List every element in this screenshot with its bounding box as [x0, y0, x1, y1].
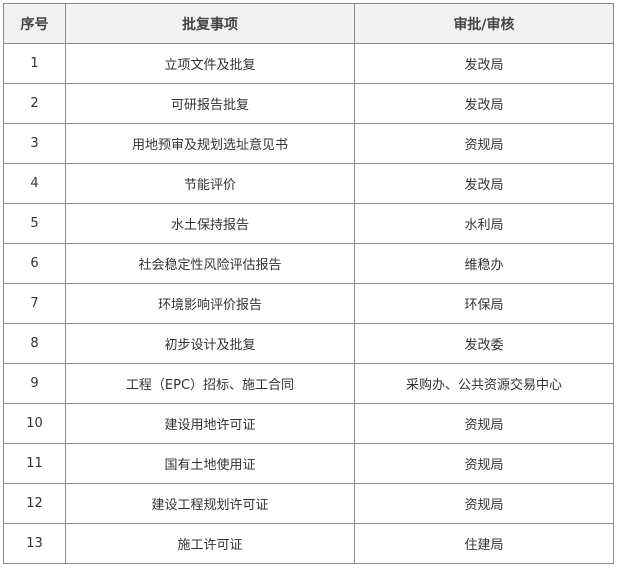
row-authority: 水利局 — [354, 203, 614, 244]
row-authority: 资规局 — [354, 443, 614, 484]
row-item: 建设用地许可证 — [65, 403, 355, 444]
row-index: 12 — [3, 483, 66, 524]
row-item: 节能评价 — [65, 163, 355, 204]
row-item: 水土保持报告 — [65, 203, 355, 244]
row-index: 1 — [3, 43, 66, 84]
row-item: 社会稳定性风险评估报告 — [65, 243, 355, 284]
table-row: 10 建设用地许可证 资规局 — [3, 403, 614, 444]
row-item: 施工许可证 — [65, 523, 355, 564]
row-authority: 资规局 — [354, 403, 614, 444]
table-row: 13 施工许可证 住建局 — [3, 523, 614, 564]
row-authority: 发改局 — [354, 43, 614, 84]
row-index: 10 — [3, 403, 66, 444]
row-authority: 资规局 — [354, 483, 614, 524]
table-row: 7 环境影响评价报告 环保局 — [3, 283, 614, 324]
table-row: 8 初步设计及批复 发改委 — [3, 323, 614, 364]
row-index: 5 — [3, 203, 66, 244]
table-row: 1 立项文件及批复 发改局 — [3, 43, 614, 84]
row-authority: 采购办、公共资源交易中心 — [354, 363, 614, 404]
header-authority: 审批/审核 — [354, 3, 614, 44]
row-item: 工程（EPC）招标、施工合同 — [65, 363, 355, 404]
table-row: 3 用地预审及规划选址意见书 资规局 — [3, 123, 614, 164]
approval-table: 序号 批复事项 审批/审核 1 立项文件及批复 发改局 2 可研报告批复 发改局 3 用地预审… — [3, 3, 614, 564]
row-index: 7 — [3, 283, 66, 324]
row-item: 初步设计及批复 — [65, 323, 355, 364]
row-index: 8 — [3, 323, 66, 364]
row-authority: 发改局 — [354, 163, 614, 204]
row-item: 用地预审及规划选址意见书 — [65, 123, 355, 164]
row-item: 建设工程规划许可证 — [65, 483, 355, 524]
row-item: 立项文件及批复 — [65, 43, 355, 84]
table-row: 9 工程（EPC）招标、施工合同 采购办、公共资源交易中心 — [3, 363, 614, 404]
row-authority: 资规局 — [354, 123, 614, 164]
row-authority: 住建局 — [354, 523, 614, 564]
table-row: 4 节能评价 发改局 — [3, 163, 614, 204]
table-row: 11 国有土地使用证 资规局 — [3, 443, 614, 484]
row-authority: 发改委 — [354, 323, 614, 364]
header-index: 序号 — [3, 3, 66, 44]
row-authority: 环保局 — [354, 283, 614, 324]
table-row: 2 可研报告批复 发改局 — [3, 83, 614, 124]
row-item: 可研报告批复 — [65, 83, 355, 124]
row-index: 13 — [3, 523, 66, 564]
row-index: 11 — [3, 443, 66, 484]
table-header-row: 序号 批复事项 审批/审核 — [3, 3, 614, 44]
row-item: 环境影响评价报告 — [65, 283, 355, 324]
table-row: 6 社会稳定性风险评估报告 维稳办 — [3, 243, 614, 284]
row-index: 6 — [3, 243, 66, 284]
header-item: 批复事项 — [65, 3, 355, 44]
row-index: 2 — [3, 83, 66, 124]
row-index: 9 — [3, 363, 66, 404]
row-item: 国有土地使用证 — [65, 443, 355, 484]
row-index: 4 — [3, 163, 66, 204]
table-row: 5 水土保持报告 水利局 — [3, 203, 614, 244]
table-row: 12 建设工程规划许可证 资规局 — [3, 483, 614, 524]
row-authority: 发改局 — [354, 83, 614, 124]
row-authority: 维稳办 — [354, 243, 614, 284]
row-index: 3 — [3, 123, 66, 164]
